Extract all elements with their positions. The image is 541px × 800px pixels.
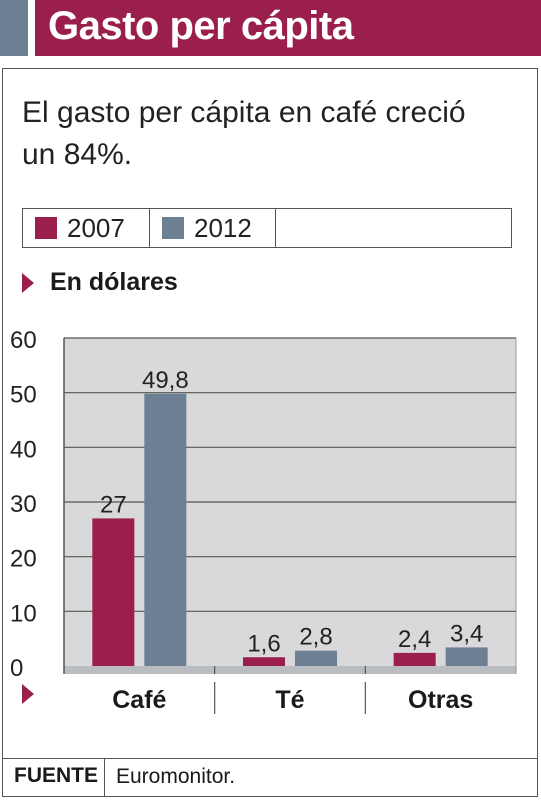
x-axis-strip <box>64 666 516 674</box>
y-tick-label-30: 30 <box>10 491 37 518</box>
legend-label-2007: 2007 <box>67 212 125 243</box>
data-label-Té-2007: 1,6 <box>247 630 280 657</box>
data-label-Té-2012: 2,8 <box>299 624 332 651</box>
category-label-Té: Té <box>275 686 304 714</box>
header-bar: Gasto per cápita <box>0 0 541 56</box>
y-tick-label-50: 50 <box>10 382 37 409</box>
bar-Otras-2007 <box>393 652 436 666</box>
footer-vertical-divider <box>104 759 105 796</box>
footer-source-label: FUENTE <box>14 764 98 787</box>
bar-Otras-2012 <box>445 647 488 666</box>
footer-divider-line <box>2 758 538 759</box>
legend-item-2007: 2007 <box>23 209 150 247</box>
category-label-Otras: Otras <box>408 686 473 714</box>
header-tab-accent <box>0 0 28 56</box>
legend-item-2012: 2012 <box>150 209 276 247</box>
page-title: Gasto per cápita <box>48 4 354 48</box>
legend: 2007 2012 <box>22 208 512 248</box>
chart-subtitle: El gasto per cápita en café creció un 84… <box>22 96 466 171</box>
y-tick-label-40: 40 <box>10 436 37 463</box>
triangle-marker-icon <box>22 272 34 293</box>
bar-Té-2012 <box>295 650 337 666</box>
unit-row: En dólares <box>22 268 178 297</box>
category-label-Café: Café <box>112 686 166 714</box>
bar-Té-2007 <box>243 657 285 666</box>
bar-Café-2012 <box>144 393 187 666</box>
category-marker-icon <box>22 684 34 704</box>
data-label-Otras-2007: 2,4 <box>398 626 431 653</box>
y-tick-label-20: 20 <box>10 546 37 573</box>
data-label-Café-2007: 27 <box>100 491 127 518</box>
data-label-Otras-2012: 3,4 <box>450 620 483 647</box>
y-tick-label-0: 0 <box>10 655 23 682</box>
legend-empty-cell <box>276 209 511 247</box>
header-title-box <box>35 0 541 56</box>
bar-Café-2007 <box>92 518 135 666</box>
unit-label: En dólares <box>50 268 178 296</box>
legend-label-2012: 2012 <box>194 212 252 243</box>
bar-chart: 0 10 20 30 40 50 60 27 49,8 Café 1,6 2,8 Té 2,4 3,4 Otr… <box>10 327 517 714</box>
y-tick-label-10: 10 <box>10 600 37 627</box>
data-label-Café-2012: 49,8 <box>142 367 189 394</box>
chart-frame <box>2 68 538 797</box>
legend-swatch-2007 <box>35 217 57 239</box>
legend-swatch-2012 <box>162 217 184 239</box>
footer-source-value: Euromonitor. <box>116 765 236 788</box>
y-tick-label-60: 60 <box>10 327 37 354</box>
